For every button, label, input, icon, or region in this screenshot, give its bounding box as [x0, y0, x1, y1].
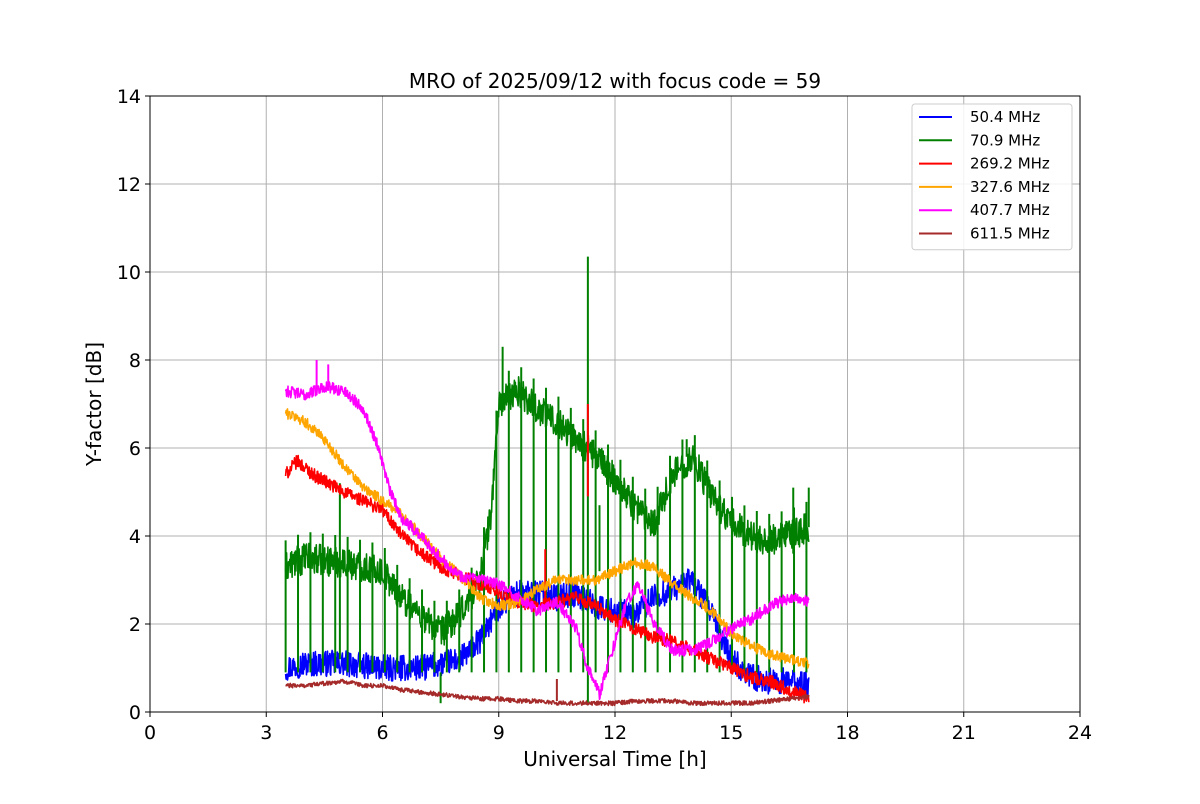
x-tick-label-3: 9: [493, 722, 505, 744]
series-line-3: [284, 408, 810, 669]
y-tick-label-6: 12: [117, 174, 141, 196]
y-axis-label: Y-factor [dB]: [82, 342, 106, 467]
series-line-5: [285, 678, 810, 707]
legend-label-1: 70.9 MHz: [970, 131, 1040, 149]
series-3: [284, 408, 810, 669]
series-1: [284, 256, 810, 704]
y-tick-label-4: 8: [129, 350, 141, 372]
x-tick-label-0: 0: [144, 722, 156, 744]
y-tick-label-0: 0: [129, 702, 141, 724]
y-tick-label-3: 6: [129, 438, 141, 460]
y-tick-label-7: 14: [117, 86, 141, 108]
chart-title: MRO of 2025/09/12 with focus code = 59: [409, 69, 821, 93]
x-tick-label-2: 6: [376, 722, 388, 744]
x-tick-label-7: 21: [952, 722, 976, 744]
y-tick-label-5: 10: [117, 262, 141, 284]
legend-label-4: 407.7 MHz: [970, 201, 1050, 219]
legend-label-3: 327.6 MHz: [970, 178, 1050, 196]
y-axis-ticks: 0 2 4 6 8 10 12 14: [117, 86, 150, 724]
legend-label-5: 611.5 MHz: [970, 225, 1050, 243]
y-tick-label-2: 4: [129, 526, 141, 548]
series-line-4: [284, 381, 810, 701]
legend-label-2: 269.2 MHz: [970, 155, 1050, 173]
x-tick-label-8: 24: [1068, 722, 1092, 744]
x-tick-label-4: 12: [603, 722, 627, 744]
x-tick-label-1: 3: [260, 722, 272, 744]
legend-label-0: 50.4 MHz: [970, 108, 1040, 126]
x-tick-label-5: 15: [719, 722, 743, 744]
series-layer: [284, 256, 810, 707]
series-5: [285, 678, 810, 707]
x-axis-label: Universal Time [h]: [523, 747, 706, 771]
legend: 50.4 MHz 70.9 MHz 269.2 MHz 327.6 MHz 407.7 …: [911, 103, 1073, 251]
x-axis-ticks: 0 3 6 9 12 15 18 21 24: [144, 712, 1092, 744]
x-tick-label-6: 18: [835, 722, 859, 744]
series-4: [284, 360, 810, 701]
y-tick-label-1: 2: [129, 614, 141, 636]
